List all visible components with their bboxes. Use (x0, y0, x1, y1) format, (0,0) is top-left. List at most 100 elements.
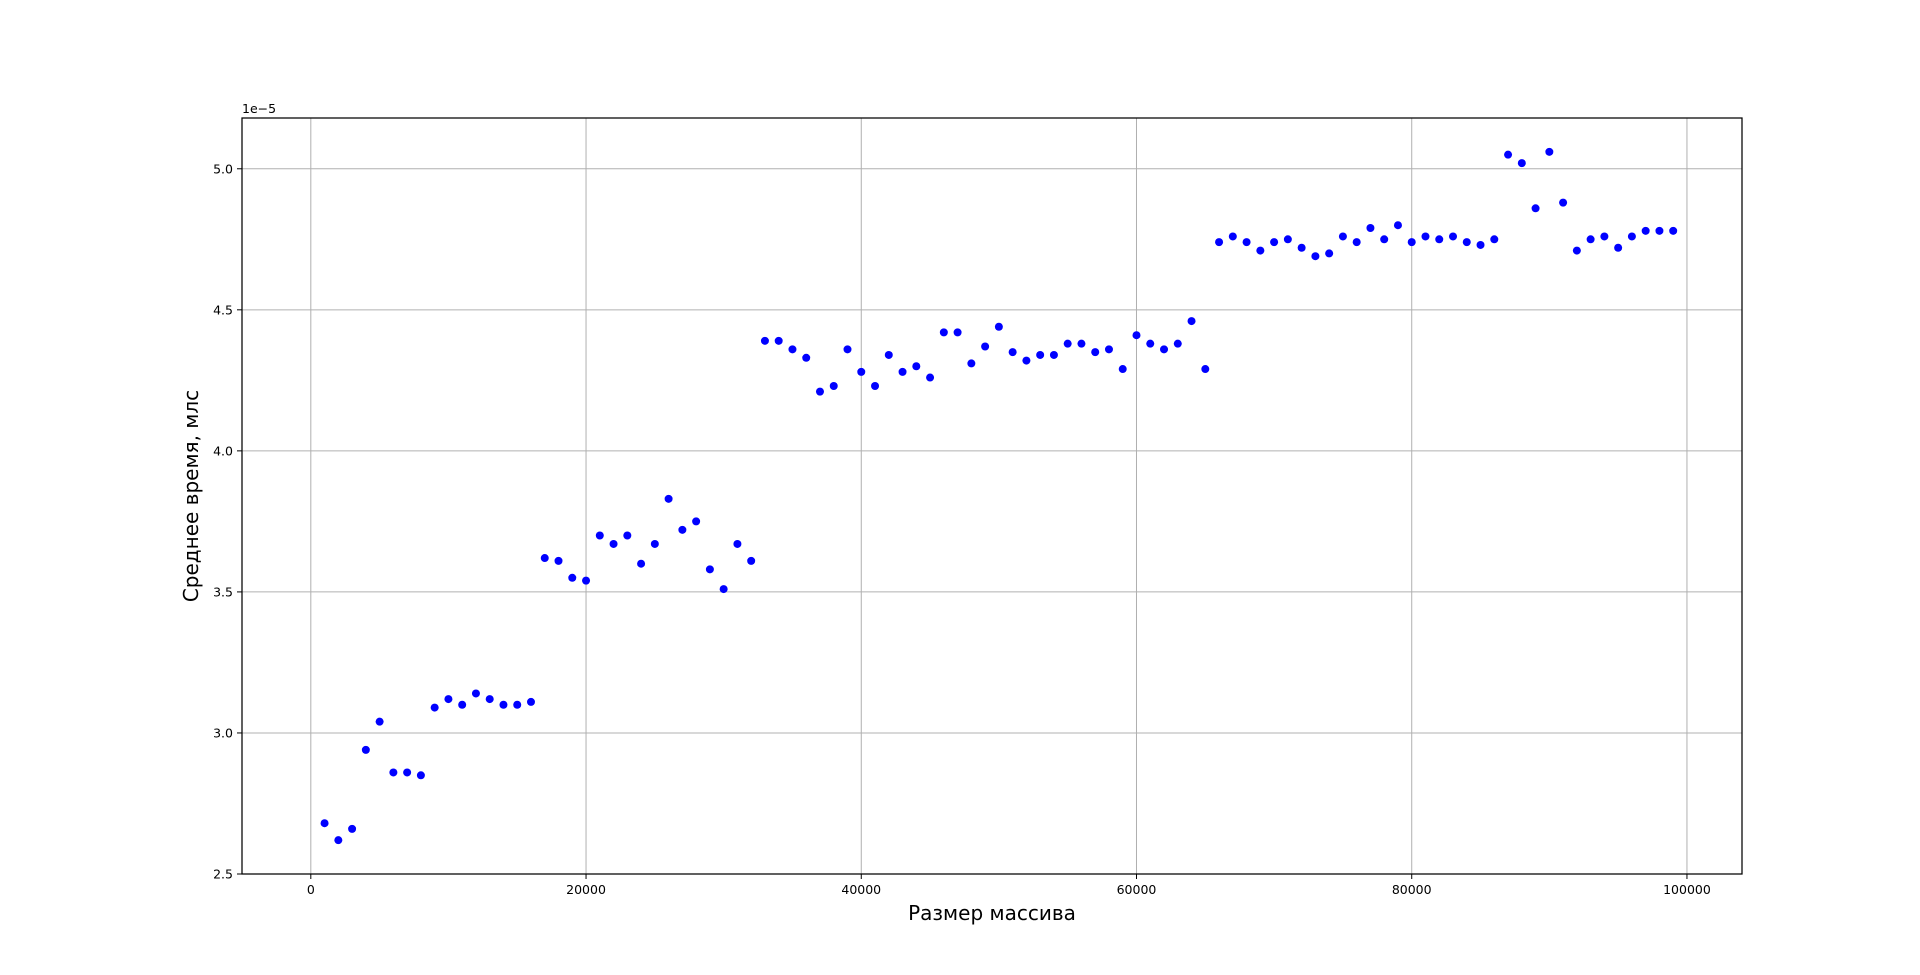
data-point (788, 345, 797, 354)
data-point (1118, 365, 1127, 374)
data-point (815, 387, 824, 396)
data-point (1504, 150, 1513, 159)
data-point (1215, 238, 1224, 247)
data-point (1531, 204, 1540, 213)
data-point (1091, 348, 1100, 357)
data-point (650, 539, 659, 548)
data-point (939, 328, 948, 337)
data-point (1641, 226, 1650, 235)
data-point (1283, 235, 1292, 244)
data-point (320, 819, 329, 828)
y-axis-offset-label: 1e−5 (242, 101, 276, 116)
data-point (637, 559, 646, 568)
data-point (829, 381, 838, 390)
data-point (1132, 331, 1141, 340)
y-axis-title: Среднее время, млс (179, 390, 203, 602)
data-point (1545, 147, 1554, 156)
data-point (1669, 226, 1678, 235)
data-point (1614, 243, 1623, 252)
data-point (747, 556, 756, 565)
data-point (485, 695, 494, 704)
data-point (1256, 246, 1265, 255)
data-point (1187, 317, 1196, 326)
data-point (430, 703, 439, 712)
data-point (898, 367, 907, 376)
data-point (994, 322, 1003, 331)
data-point (513, 700, 522, 709)
data-point (526, 697, 535, 706)
data-point (1201, 365, 1210, 374)
data-point (1228, 232, 1237, 241)
data-point (1008, 348, 1017, 357)
data-point (1338, 232, 1347, 241)
y-tick-label: 5.0 (213, 161, 233, 176)
x-tick-label: 0 (307, 882, 315, 897)
data-point (1490, 235, 1499, 244)
data-point (857, 367, 866, 376)
data-point (1586, 235, 1595, 244)
data-point (1380, 235, 1389, 244)
data-point (1655, 226, 1664, 235)
data-point (361, 745, 370, 754)
x-tick-label: 100000 (1663, 882, 1711, 897)
axis-ticks: 0 20000 40000 60000 80000 100000 2.5 3.0 3.5 4.0 4… (213, 161, 1711, 897)
data-point (1393, 221, 1402, 230)
x-tick-label: 20000 (566, 882, 606, 897)
data-point (334, 836, 343, 845)
data-point (540, 554, 549, 563)
data-point (678, 525, 687, 534)
data-point (1049, 350, 1058, 359)
data-points (320, 147, 1678, 845)
data-point (664, 494, 673, 503)
data-point (1311, 252, 1320, 261)
data-point (1270, 238, 1279, 247)
data-point (981, 342, 990, 351)
data-point (760, 336, 769, 345)
data-point (375, 717, 384, 726)
data-point (774, 336, 783, 345)
data-point (1435, 235, 1444, 244)
data-point (1572, 246, 1581, 255)
plot-frame (241, 117, 1743, 875)
data-point (1421, 232, 1430, 241)
data-point (1173, 339, 1182, 348)
data-point (623, 531, 632, 540)
y-tick-label: 3.0 (213, 725, 233, 740)
data-point (1559, 198, 1568, 207)
data-point (348, 824, 357, 833)
data-point (871, 381, 880, 390)
data-point (705, 565, 714, 574)
data-point (1036, 350, 1045, 359)
data-point (926, 373, 935, 382)
data-point (1063, 339, 1072, 348)
data-point (802, 353, 811, 362)
y-tick-label: 2.5 (213, 867, 233, 882)
data-point (1297, 243, 1306, 252)
y-tick-label: 4.0 (213, 443, 233, 458)
data-point (1476, 240, 1485, 249)
data-point (1146, 339, 1155, 348)
data-point (1022, 356, 1031, 365)
data-point (554, 556, 563, 565)
data-point (1242, 238, 1251, 247)
data-point (884, 350, 893, 359)
data-point (1449, 232, 1458, 241)
data-point (719, 585, 728, 594)
data-point (568, 573, 577, 582)
y-tick-label: 4.5 (213, 302, 233, 317)
data-point (967, 359, 976, 368)
data-point (1600, 232, 1609, 241)
data-point (403, 768, 412, 777)
data-point (1352, 238, 1361, 247)
data-point (1407, 238, 1416, 247)
data-point (1517, 159, 1526, 168)
data-point (389, 768, 398, 777)
data-point (843, 345, 852, 354)
data-point (609, 539, 618, 548)
data-point (953, 328, 962, 337)
x-tick-label: 60000 (1117, 882, 1157, 897)
data-point (582, 576, 591, 585)
data-point (416, 771, 425, 780)
